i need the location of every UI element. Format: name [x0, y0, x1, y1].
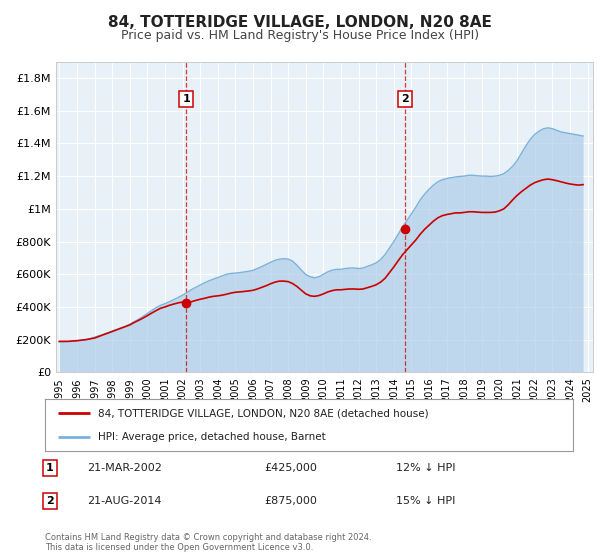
Text: 21-MAR-2002: 21-MAR-2002 [87, 463, 162, 473]
Text: 2: 2 [401, 94, 409, 104]
Text: 84, TOTTERIDGE VILLAGE, LONDON, N20 8AE (detached house): 84, TOTTERIDGE VILLAGE, LONDON, N20 8AE … [98, 408, 428, 418]
Text: 12% ↓ HPI: 12% ↓ HPI [396, 463, 455, 473]
Text: Contains HM Land Registry data © Crown copyright and database right 2024.: Contains HM Land Registry data © Crown c… [45, 533, 371, 542]
Text: 21-AUG-2014: 21-AUG-2014 [87, 496, 161, 506]
Text: This data is licensed under the Open Government Licence v3.0.: This data is licensed under the Open Gov… [45, 543, 313, 552]
Text: 1: 1 [46, 463, 53, 473]
Text: £425,000: £425,000 [264, 463, 317, 473]
Text: 2: 2 [46, 496, 53, 506]
Text: 15% ↓ HPI: 15% ↓ HPI [396, 496, 455, 506]
Text: HPI: Average price, detached house, Barnet: HPI: Average price, detached house, Barn… [98, 432, 326, 442]
Text: £875,000: £875,000 [264, 496, 317, 506]
Text: Price paid vs. HM Land Registry's House Price Index (HPI): Price paid vs. HM Land Registry's House … [121, 29, 479, 42]
Text: 1: 1 [182, 94, 190, 104]
Text: 84, TOTTERIDGE VILLAGE, LONDON, N20 8AE: 84, TOTTERIDGE VILLAGE, LONDON, N20 8AE [108, 15, 492, 30]
